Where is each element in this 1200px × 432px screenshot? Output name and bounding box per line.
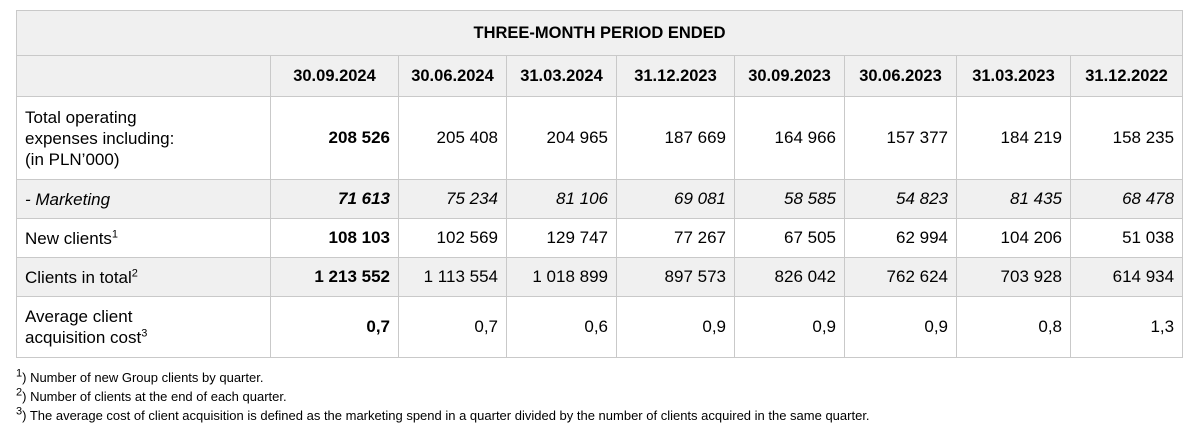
footnote-text: ) The average cost of client acquisition…: [22, 408, 870, 423]
table-row-clients-in-total: Clients in total2 1 213 552 1 113 554 1 …: [16, 257, 1184, 297]
table-cell: 158 235: [1069, 96, 1184, 180]
table-cell: 0,8: [956, 296, 1071, 358]
table-cell: 184 219: [956, 96, 1071, 180]
table-cell: 54 823: [844, 179, 957, 219]
table-cell: 164 966: [734, 96, 845, 180]
table-cell: 71 613: [270, 179, 399, 219]
row-label: Total operating expenses including: (in PL…: [16, 96, 271, 180]
table-cell: 204 965: [506, 96, 617, 180]
table-cell: 897 573: [616, 257, 735, 297]
table-title: THREE-MONTH PERIOD ENDED: [15, 10, 1184, 56]
column-header: 31.12.2023: [616, 55, 735, 97]
footnote-marker: 3: [16, 405, 23, 418]
footnote-text: ) Number of new Group clients by quarter…: [22, 370, 264, 385]
table-cell: 68 478: [1069, 179, 1184, 219]
table-cell: 0,9: [844, 296, 957, 358]
footnote-marker: 1: [111, 227, 119, 240]
table-cell: 108 103: [270, 218, 399, 258]
column-header: 31.03.2023: [956, 55, 1071, 97]
table-cell: 1,3: [1069, 296, 1184, 358]
table-cell: 1 113 554: [398, 257, 507, 297]
table-cell: 0,7: [398, 296, 507, 358]
row-label-line: expenses including:: [25, 128, 175, 148]
table-cell: 1 213 552: [270, 257, 399, 297]
column-header: 31.03.2024: [506, 55, 617, 97]
table-cell: 762 624: [844, 257, 957, 297]
row-label: - Marketing: [16, 179, 271, 219]
column-header: 30.09.2024: [270, 55, 399, 97]
table-cell: 81 435: [956, 179, 1071, 219]
table-cell: 0,9: [616, 296, 735, 358]
footnote: 3) The average cost of client acquisitio…: [16, 406, 870, 425]
footnote-marker: 2: [16, 386, 23, 399]
row-label-line: Average client: [25, 307, 133, 326]
row-label: Clients in total2: [16, 257, 271, 297]
table-row-new-clients: New clients1 108 103 102 569 129 747 77 …: [16, 218, 1184, 258]
footnote: 1) Number of new Group clients by quarte…: [16, 368, 870, 387]
table-row-marketing: - Marketing 71 613 75 234 81 106 69 081 …: [16, 179, 1184, 219]
row-label-text: Clients in total: [25, 267, 132, 287]
column-header: 30.06.2024: [398, 55, 507, 97]
table-cell: 129 747: [506, 218, 617, 258]
table-cell: 157 377: [844, 96, 957, 180]
table-cell: 81 106: [506, 179, 617, 219]
column-header: 30.09.2023: [734, 55, 845, 97]
table-cell: 51 038: [1069, 218, 1184, 258]
table-cell: 67 505: [734, 218, 845, 258]
table-cell: 0,6: [506, 296, 617, 358]
row-label: Average client acquisition cost3: [16, 296, 271, 358]
column-header: 31.12.2022: [1069, 55, 1184, 97]
row-label-line: (in PLN’000): [25, 149, 120, 169]
table-cell: 62 994: [844, 218, 957, 258]
table-cell: 104 206: [956, 218, 1071, 258]
table-cell: 0,9: [734, 296, 845, 358]
row-label-text: New clients: [25, 228, 112, 248]
table-cell: 69 081: [616, 179, 735, 219]
table-cell: 826 042: [734, 257, 845, 297]
table-row-average-acquisition-cost: Average client acquisition cost3 0,7 0,7 …: [16, 296, 1184, 358]
footnote-marker: 3: [141, 327, 148, 340]
footnote-marker: 1: [16, 367, 23, 380]
row-label: New clients1: [16, 218, 271, 258]
footnote-marker: 2: [131, 266, 138, 279]
table-cell: 205 408: [398, 96, 507, 180]
row-label-line: acquisition cost: [25, 328, 142, 347]
table-cell: 703 928: [956, 257, 1071, 297]
table-cell: 614 934: [1069, 257, 1184, 297]
table-cell: 77 267: [616, 218, 735, 258]
table-cell: 187 669: [616, 96, 735, 180]
empty-header-cell: [16, 55, 271, 97]
table-cell: 1 018 899: [506, 257, 617, 297]
table-cell: 208 526: [270, 96, 399, 180]
table-row-total-operating-expenses: Total operating expenses including: (in PL…: [16, 96, 1184, 180]
row-label-line: Total operating: [25, 107, 137, 127]
column-header: 30.06.2023: [844, 55, 957, 97]
quarterly-kpi-table: THREE-MONTH PERIOD ENDED 30.09.2024 30.0…: [15, 10, 1184, 358]
footnote-text: ) Number of clients at the end of each q…: [22, 389, 287, 404]
table-cell: 75 234: [398, 179, 507, 219]
table-cell: 58 585: [734, 179, 845, 219]
table-cell: 0,7: [270, 296, 399, 358]
footnotes: 1) Number of new Group clients by quarte…: [16, 368, 870, 425]
table-cell: 102 569: [398, 218, 507, 258]
footnote: 2) Number of clients at the end of each …: [16, 387, 870, 406]
